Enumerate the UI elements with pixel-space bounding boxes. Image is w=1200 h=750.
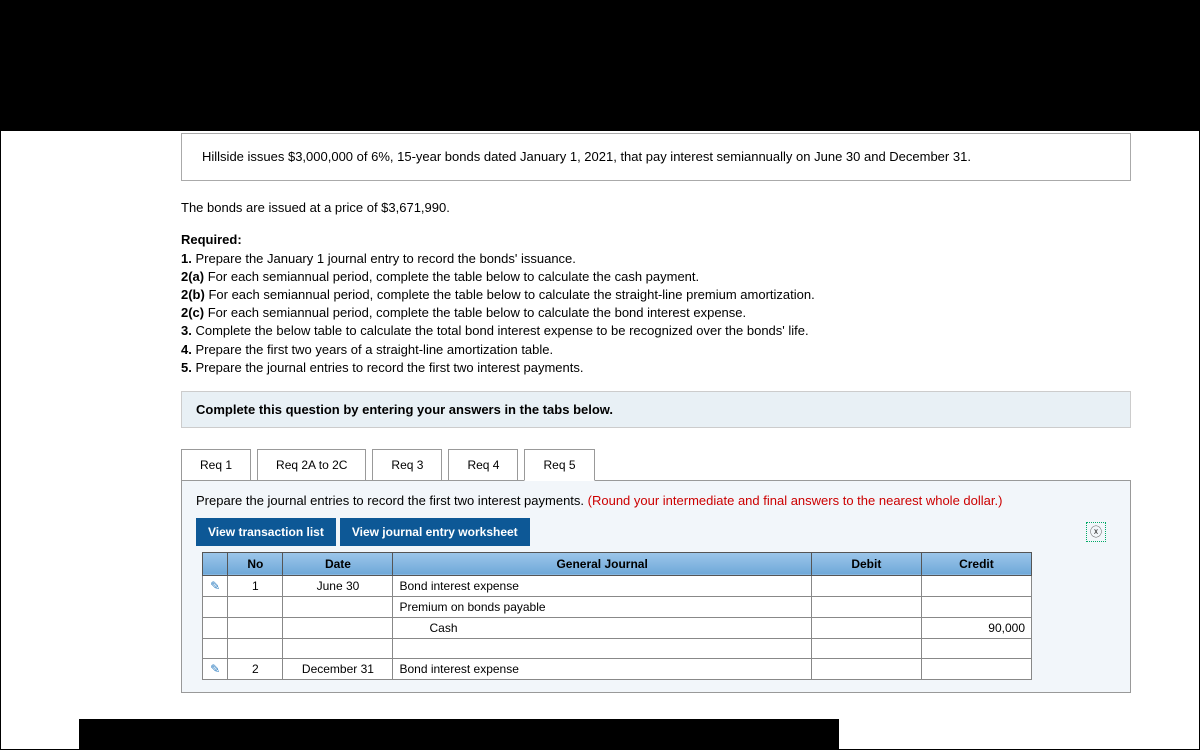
table-row: Cash 90,000	[203, 617, 1032, 638]
top-black-bar	[1, 1, 1199, 131]
bottom-black-bar	[79, 719, 839, 749]
debit-cell[interactable]	[811, 638, 921, 658]
table-row: ✎ 1 June 30 Bond interest expense	[203, 575, 1032, 596]
pencil-icon: ✎	[210, 579, 220, 593]
edit-cell[interactable]: ✎	[203, 575, 228, 596]
tab-content-req5: Prepare the journal entries to record th…	[181, 480, 1131, 693]
col-debit: Debit	[811, 552, 921, 575]
view-journal-worksheet-button[interactable]: View journal entry worksheet	[340, 518, 530, 546]
no-cell[interactable]: 1	[228, 575, 283, 596]
instruction-bar: Complete this question by entering your …	[181, 391, 1131, 428]
req-line: 4. Prepare the first two years of a stra…	[181, 342, 553, 357]
view-transaction-list-button[interactable]: View transaction list	[196, 518, 336, 546]
col-edit	[203, 552, 228, 575]
debit-cell[interactable]	[811, 596, 921, 617]
tabs-row: Req 1 Req 2A to 2C Req 3 Req 4 Req 5	[181, 448, 1161, 480]
req5-prompt-note: (Round your intermediate and final answe…	[588, 493, 1003, 508]
table-row: ✎ 2 December 31 Bond interest expense	[203, 658, 1032, 679]
credit-cell[interactable]	[921, 575, 1031, 596]
edit-cell[interactable]: ✎	[203, 658, 228, 679]
date-cell[interactable]	[283, 617, 393, 638]
no-cell[interactable]	[228, 617, 283, 638]
table-row: Premium on bonds payable	[203, 596, 1032, 617]
req-line: 5. Prepare the journal entries to record…	[181, 360, 583, 375]
content-area: Hillside issues $3,000,000 of 6%, 15-yea…	[181, 133, 1161, 693]
edit-cell[interactable]	[203, 638, 228, 658]
req-line: 2(b) For each semiannual period, complet…	[181, 287, 815, 302]
price-line: The bonds are issued at a price of $3,67…	[181, 199, 1161, 217]
view-buttons-row: View transaction list View journal entry…	[196, 518, 1116, 546]
gj-cell[interactable]	[393, 638, 811, 658]
req5-prompt: Prepare the journal entries to record th…	[196, 493, 1116, 508]
debit-cell[interactable]	[811, 617, 921, 638]
credit-cell[interactable]	[921, 658, 1031, 679]
close-icon[interactable]: ⓧ	[1086, 522, 1106, 542]
tab-req4[interactable]: Req 4	[448, 449, 518, 481]
pencil-icon: ✎	[210, 662, 220, 676]
req-line: 2(a) For each semiannual period, complet…	[181, 269, 699, 284]
tab-req2a2c[interactable]: Req 2A to 2C	[257, 449, 366, 481]
req-line: 2(c) For each semiannual period, complet…	[181, 305, 746, 320]
journal-tbody: ✎ 1 June 30 Bond interest expense Premiu…	[203, 575, 1032, 679]
gj-cell[interactable]: Premium on bonds payable	[393, 596, 811, 617]
credit-cell[interactable]: 90,000	[921, 617, 1031, 638]
gj-cell[interactable]: Bond interest expense	[393, 658, 811, 679]
table-header-row: No Date General Journal Debit Credit	[203, 552, 1032, 575]
table-row	[203, 638, 1032, 658]
credit-cell[interactable]	[921, 638, 1031, 658]
no-cell[interactable]	[228, 596, 283, 617]
col-credit: Credit	[921, 552, 1031, 575]
gj-cell[interactable]: Bond interest expense	[393, 575, 811, 596]
date-cell[interactable]	[283, 596, 393, 617]
date-cell[interactable]: June 30	[283, 575, 393, 596]
tab-req5[interactable]: Req 5	[524, 449, 594, 481]
problem-intro-text: Hillside issues $3,000,000 of 6%, 15-yea…	[202, 149, 971, 164]
no-cell[interactable]	[228, 638, 283, 658]
col-date: Date	[283, 552, 393, 575]
date-cell[interactable]	[283, 638, 393, 658]
gj-cell[interactable]: Cash	[393, 617, 811, 638]
credit-cell[interactable]	[921, 596, 1031, 617]
date-cell[interactable]: December 31	[283, 658, 393, 679]
tab-req3[interactable]: Req 3	[372, 449, 442, 481]
tab-req1[interactable]: Req 1	[181, 449, 251, 481]
debit-cell[interactable]	[811, 575, 921, 596]
required-block: Required: 1. 1. Prepare the January 1 jo…	[181, 231, 1161, 377]
journal-table: No Date General Journal Debit Credit ✎ 1…	[202, 552, 1032, 680]
debit-cell[interactable]	[811, 658, 921, 679]
col-no: No	[228, 552, 283, 575]
no-cell[interactable]: 2	[228, 658, 283, 679]
col-general-journal: General Journal	[393, 552, 811, 575]
req5-prompt-main: Prepare the journal entries to record th…	[196, 493, 588, 508]
edit-cell[interactable]	[203, 617, 228, 638]
page: Hillside issues $3,000,000 of 6%, 15-yea…	[0, 0, 1200, 750]
req-line: 1. 1. Prepare the January 1 journal entr…	[181, 251, 576, 266]
edit-cell[interactable]	[203, 596, 228, 617]
req-line: 3. Complete the below table to calculate…	[181, 323, 809, 338]
required-heading: Required:	[181, 232, 242, 247]
problem-intro-box: Hillside issues $3,000,000 of 6%, 15-yea…	[181, 133, 1131, 181]
